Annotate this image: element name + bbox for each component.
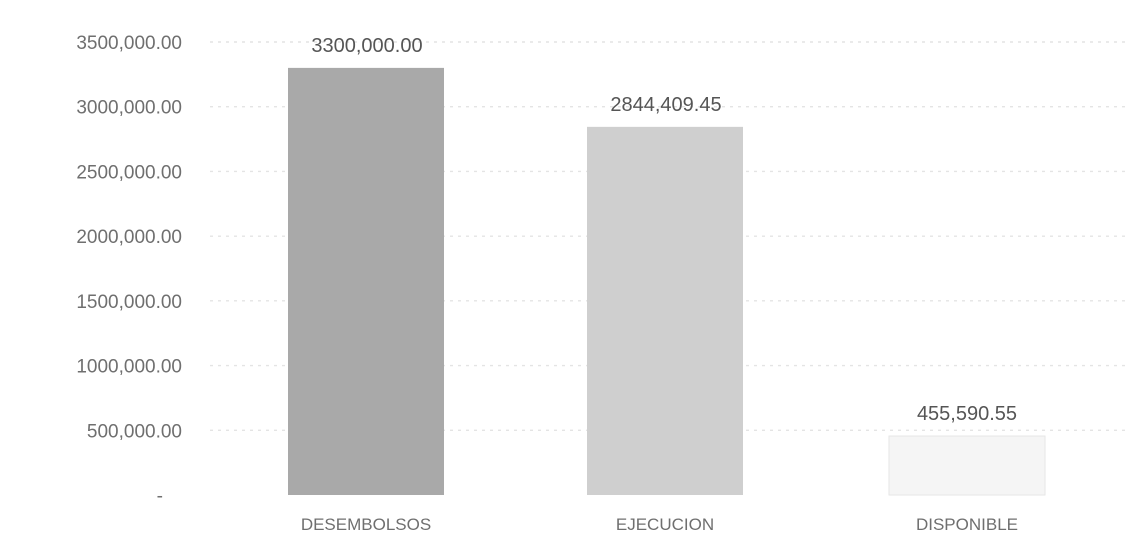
x-category-label: DESEMBOLSOS bbox=[301, 515, 431, 534]
data-label: 3300,000.00 bbox=[311, 35, 422, 57]
bar-desembolsos bbox=[288, 67, 444, 495]
x-category-label: DISPONIBLE bbox=[916, 515, 1018, 534]
x-category-label: EJECUCION bbox=[616, 515, 714, 534]
bar-ejecucion bbox=[587, 126, 743, 496]
y-tick-label: 3500,000.00 bbox=[76, 33, 182, 54]
bar-disponible bbox=[888, 435, 1046, 496]
data-label: 2844,409.45 bbox=[610, 94, 721, 116]
y-tick-label: 500,000.00 bbox=[87, 421, 182, 442]
y-tick-label: 2500,000.00 bbox=[76, 162, 182, 183]
y-tick-label: - bbox=[157, 486, 163, 507]
data-label: 455,590.55 bbox=[917, 403, 1017, 425]
y-tick-label: 3000,000.00 bbox=[76, 98, 182, 119]
y-tick-label: 2000,000.00 bbox=[76, 227, 182, 248]
y-tick-label: 1000,000.00 bbox=[76, 357, 182, 378]
y-tick-label: 1500,000.00 bbox=[76, 292, 182, 313]
